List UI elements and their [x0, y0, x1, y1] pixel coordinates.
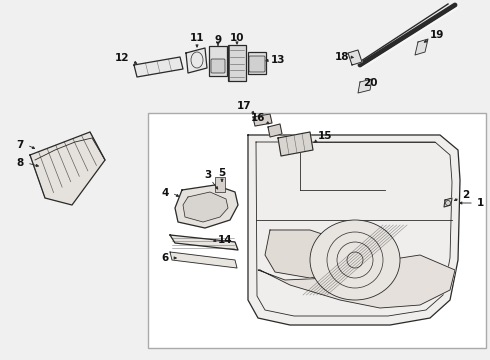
- Text: 16: 16: [251, 113, 265, 123]
- FancyBboxPatch shape: [248, 52, 266, 74]
- Text: 18: 18: [335, 52, 349, 62]
- Polygon shape: [30, 132, 105, 205]
- Polygon shape: [278, 132, 313, 156]
- Text: 4: 4: [161, 188, 169, 198]
- Polygon shape: [444, 198, 452, 207]
- Polygon shape: [170, 235, 238, 250]
- FancyBboxPatch shape: [211, 59, 225, 73]
- Text: 19: 19: [430, 30, 444, 40]
- Polygon shape: [415, 39, 428, 55]
- Polygon shape: [248, 135, 460, 325]
- Text: 17: 17: [237, 101, 251, 111]
- Text: 1: 1: [476, 198, 484, 208]
- Polygon shape: [175, 185, 238, 228]
- Polygon shape: [265, 230, 355, 278]
- Bar: [148, 113, 486, 348]
- Text: 7: 7: [16, 140, 24, 150]
- Bar: [215, 177, 225, 192]
- Text: 3: 3: [204, 170, 212, 180]
- Text: 14: 14: [218, 235, 232, 245]
- Text: 5: 5: [219, 168, 225, 178]
- Text: 13: 13: [271, 55, 285, 65]
- Polygon shape: [183, 192, 228, 222]
- Polygon shape: [170, 252, 237, 268]
- Text: 2: 2: [463, 190, 469, 200]
- Text: 15: 15: [318, 131, 332, 141]
- Text: 12: 12: [115, 53, 129, 63]
- Text: 8: 8: [16, 158, 24, 168]
- Polygon shape: [134, 57, 183, 77]
- Polygon shape: [348, 50, 362, 65]
- FancyBboxPatch shape: [209, 46, 227, 76]
- Text: 11: 11: [190, 33, 204, 43]
- Polygon shape: [258, 255, 455, 308]
- FancyBboxPatch shape: [228, 45, 246, 81]
- Polygon shape: [268, 124, 282, 137]
- Polygon shape: [358, 79, 372, 93]
- Text: 20: 20: [363, 78, 377, 88]
- FancyBboxPatch shape: [249, 56, 265, 72]
- Polygon shape: [186, 48, 207, 73]
- Text: 9: 9: [215, 35, 221, 45]
- Ellipse shape: [310, 220, 400, 300]
- Polygon shape: [253, 114, 272, 126]
- Text: 6: 6: [161, 253, 169, 263]
- Text: 10: 10: [230, 33, 244, 43]
